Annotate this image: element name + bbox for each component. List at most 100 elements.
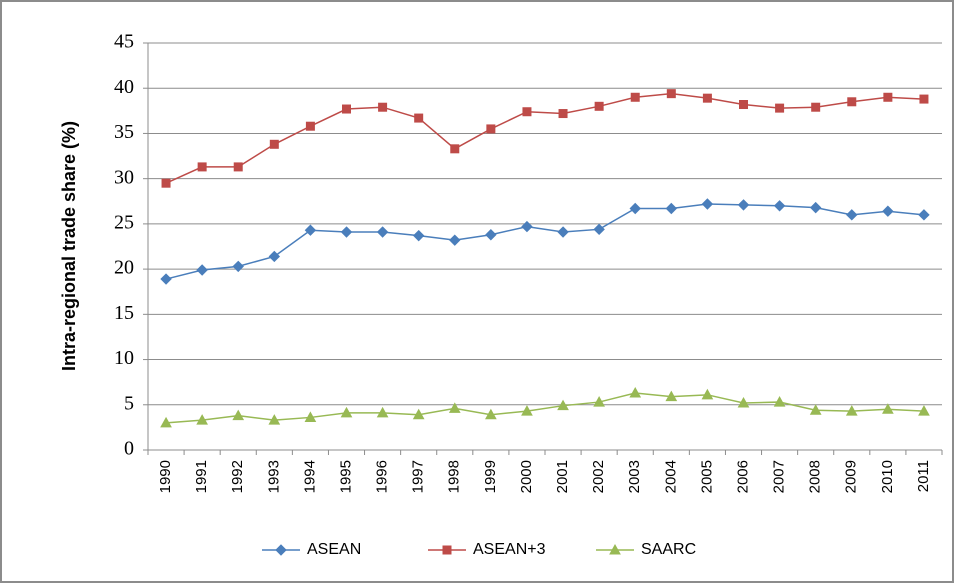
x-tick-label: 1998 xyxy=(446,460,463,493)
data-point xyxy=(521,405,533,416)
data-point xyxy=(630,92,640,102)
series-line xyxy=(165,203,925,280)
y-tick-label: 40 xyxy=(114,76,134,98)
data-point xyxy=(594,101,604,111)
data-point xyxy=(160,273,172,285)
data-point xyxy=(919,94,929,104)
data-point xyxy=(376,226,389,238)
data-point xyxy=(485,408,497,420)
data-point xyxy=(847,97,857,107)
data-point xyxy=(846,209,858,221)
y-tick-label: 20 xyxy=(114,257,134,279)
x-tick-label: 2006 xyxy=(734,460,751,493)
series-line xyxy=(165,92,924,184)
data-point xyxy=(702,93,712,103)
data-point xyxy=(557,399,569,411)
data-point xyxy=(305,121,315,131)
data-point xyxy=(665,390,678,402)
data-point xyxy=(918,405,930,416)
y-tick-label: 25 xyxy=(114,211,134,233)
y-tick-label: 35 xyxy=(114,121,134,143)
data-point xyxy=(593,223,605,236)
legend-label: ASEAN xyxy=(307,541,361,558)
data-point xyxy=(376,406,389,418)
data-point xyxy=(739,100,748,110)
x-tick-label: 2005 xyxy=(698,460,715,493)
data-point xyxy=(450,144,460,154)
data-point xyxy=(161,178,171,188)
data-point xyxy=(665,202,678,215)
data-point xyxy=(918,209,930,221)
data-point xyxy=(268,414,281,425)
y-tick-label: 0 xyxy=(124,438,134,460)
data-point xyxy=(883,92,893,102)
y-axis-title: Intra-regional trade share (%) xyxy=(59,121,79,371)
legend-marker xyxy=(609,543,621,555)
data-point xyxy=(666,89,676,99)
legend-label: ASEAN+3 xyxy=(473,541,546,558)
legend-marker xyxy=(442,545,452,555)
x-tick-label: 1997 xyxy=(410,460,427,493)
x-tick-label: 2000 xyxy=(518,460,535,493)
data-point xyxy=(737,396,750,408)
x-tick-label: 1992 xyxy=(229,460,246,493)
data-point xyxy=(701,388,714,400)
data-point xyxy=(340,406,353,418)
y-tick-label: 5 xyxy=(124,392,134,414)
legend-marker xyxy=(275,544,287,556)
data-point xyxy=(414,113,424,123)
x-tick-label: 1996 xyxy=(374,460,391,493)
x-tick-label: 2003 xyxy=(626,460,643,493)
data-point xyxy=(268,250,281,263)
data-point xyxy=(882,403,894,414)
data-point xyxy=(809,201,822,214)
legend-label: SAARC xyxy=(641,541,696,558)
data-point xyxy=(557,226,569,238)
data-point xyxy=(232,260,244,273)
data-point xyxy=(845,405,858,416)
data-point xyxy=(340,226,353,238)
data-point xyxy=(629,202,641,215)
data-point xyxy=(629,386,642,398)
x-tick-label: 2007 xyxy=(771,460,788,493)
data-point xyxy=(412,229,425,242)
x-tick-label: 1990 xyxy=(157,460,174,493)
x-tick-label: 2001 xyxy=(554,460,571,493)
data-point xyxy=(160,416,172,428)
data-point xyxy=(378,102,388,112)
data-point xyxy=(269,139,279,149)
x-tick-label: 2004 xyxy=(662,460,679,493)
data-point xyxy=(775,103,785,113)
data-point xyxy=(773,200,786,212)
data-point xyxy=(232,409,245,421)
data-point xyxy=(486,124,496,134)
data-point xyxy=(811,102,821,112)
data-point xyxy=(342,104,351,114)
data-point xyxy=(412,408,425,420)
data-point xyxy=(593,396,605,407)
data-point xyxy=(304,224,317,236)
x-tick-label: 2002 xyxy=(590,460,607,493)
y-tick-label: 10 xyxy=(114,347,134,369)
y-tick-label: 30 xyxy=(114,166,134,188)
data-point xyxy=(196,264,208,276)
data-point xyxy=(522,107,532,117)
data-point xyxy=(773,396,786,407)
x-tick-label: 1999 xyxy=(482,460,499,493)
data-point xyxy=(809,404,822,415)
x-tick-label: 1991 xyxy=(193,460,210,493)
data-point xyxy=(701,198,714,210)
data-point xyxy=(448,402,461,413)
y-tick-label: 15 xyxy=(114,302,134,324)
data-point xyxy=(304,411,317,422)
data-point xyxy=(197,162,207,172)
series-line xyxy=(165,392,924,424)
x-tick-label: 1995 xyxy=(337,460,354,493)
y-tick-label: 45 xyxy=(114,31,134,53)
x-tick-label: 2010 xyxy=(879,460,896,493)
data-point xyxy=(196,414,208,425)
x-tick-label: 1993 xyxy=(265,460,282,493)
data-point xyxy=(558,109,568,119)
